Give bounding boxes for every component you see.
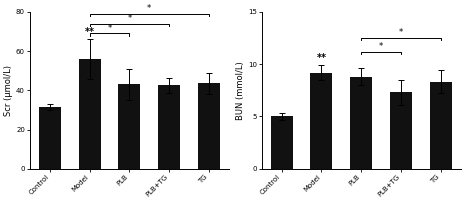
Y-axis label: BUN (mmol/L): BUN (mmol/L) — [236, 61, 245, 120]
Bar — [390, 92, 412, 169]
Bar — [119, 84, 140, 169]
Y-axis label: Scr (μmol/L): Scr (μmol/L) — [4, 65, 13, 116]
Bar — [198, 83, 220, 169]
Bar — [311, 73, 332, 169]
Text: **: ** — [316, 53, 326, 63]
Bar — [158, 85, 180, 169]
Text: *: * — [399, 28, 403, 37]
Bar — [39, 107, 61, 169]
Bar — [350, 77, 372, 169]
Bar — [79, 59, 100, 169]
Bar — [271, 116, 292, 169]
Text: *: * — [127, 14, 132, 23]
Text: *: * — [147, 4, 152, 13]
Text: **: ** — [85, 27, 94, 37]
Bar — [430, 82, 452, 169]
Text: *: * — [379, 42, 383, 51]
Text: *: * — [107, 24, 112, 33]
